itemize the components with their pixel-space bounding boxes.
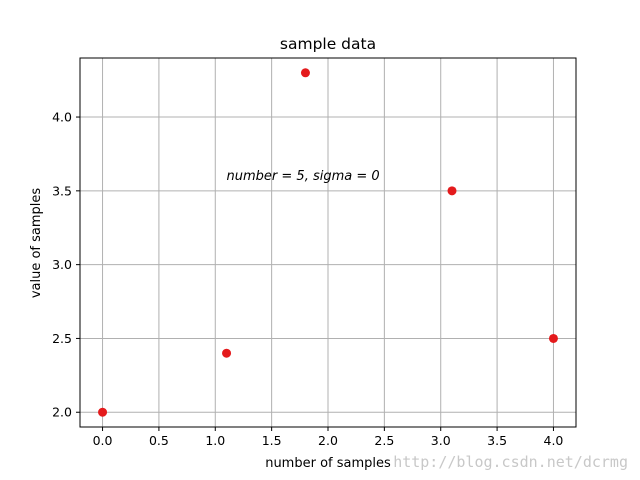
x-tick-label: 1.5 [262,433,282,448]
x-tick-label: 0.5 [149,433,169,448]
data-point [300,68,310,78]
data-point [222,348,232,358]
watermark: http://blog.csdn.net/dcrmg [393,453,628,471]
x-tick-label: 4.0 [544,433,564,448]
x-tick-label: 3.0 [431,433,451,448]
y-tick-label: 3.5 [52,183,72,198]
x-axis: 0.0 0.5 1.0 1.5 2.0 2.5 3.0 3.5 4.0 [93,427,564,448]
x-tick-label: 3.5 [487,433,507,448]
y-axis-label: value of samples [29,188,44,299]
x-tick-label: 1.0 [205,433,225,448]
data-series [98,68,558,417]
x-tick-label: 2.5 [374,433,394,448]
annotation: number = 5, sigma = 0 [227,169,380,184]
x-tick-label: 0.0 [93,433,113,448]
data-point [98,407,108,417]
y-tick-label: 3.0 [52,257,72,272]
data-point [447,186,457,196]
y-tick-label: 4.0 [52,110,72,125]
data-point [548,333,558,343]
x-tick-label: 2.0 [318,433,338,448]
chart-title: sample data [280,35,376,53]
y-axis: 2.0 2.5 3.0 3.5 4.0 [52,110,80,420]
y-tick-label: 2.5 [52,331,72,346]
grid [80,58,576,427]
y-tick-label: 2.0 [52,405,72,420]
x-axis-label: number of samples [265,456,391,471]
